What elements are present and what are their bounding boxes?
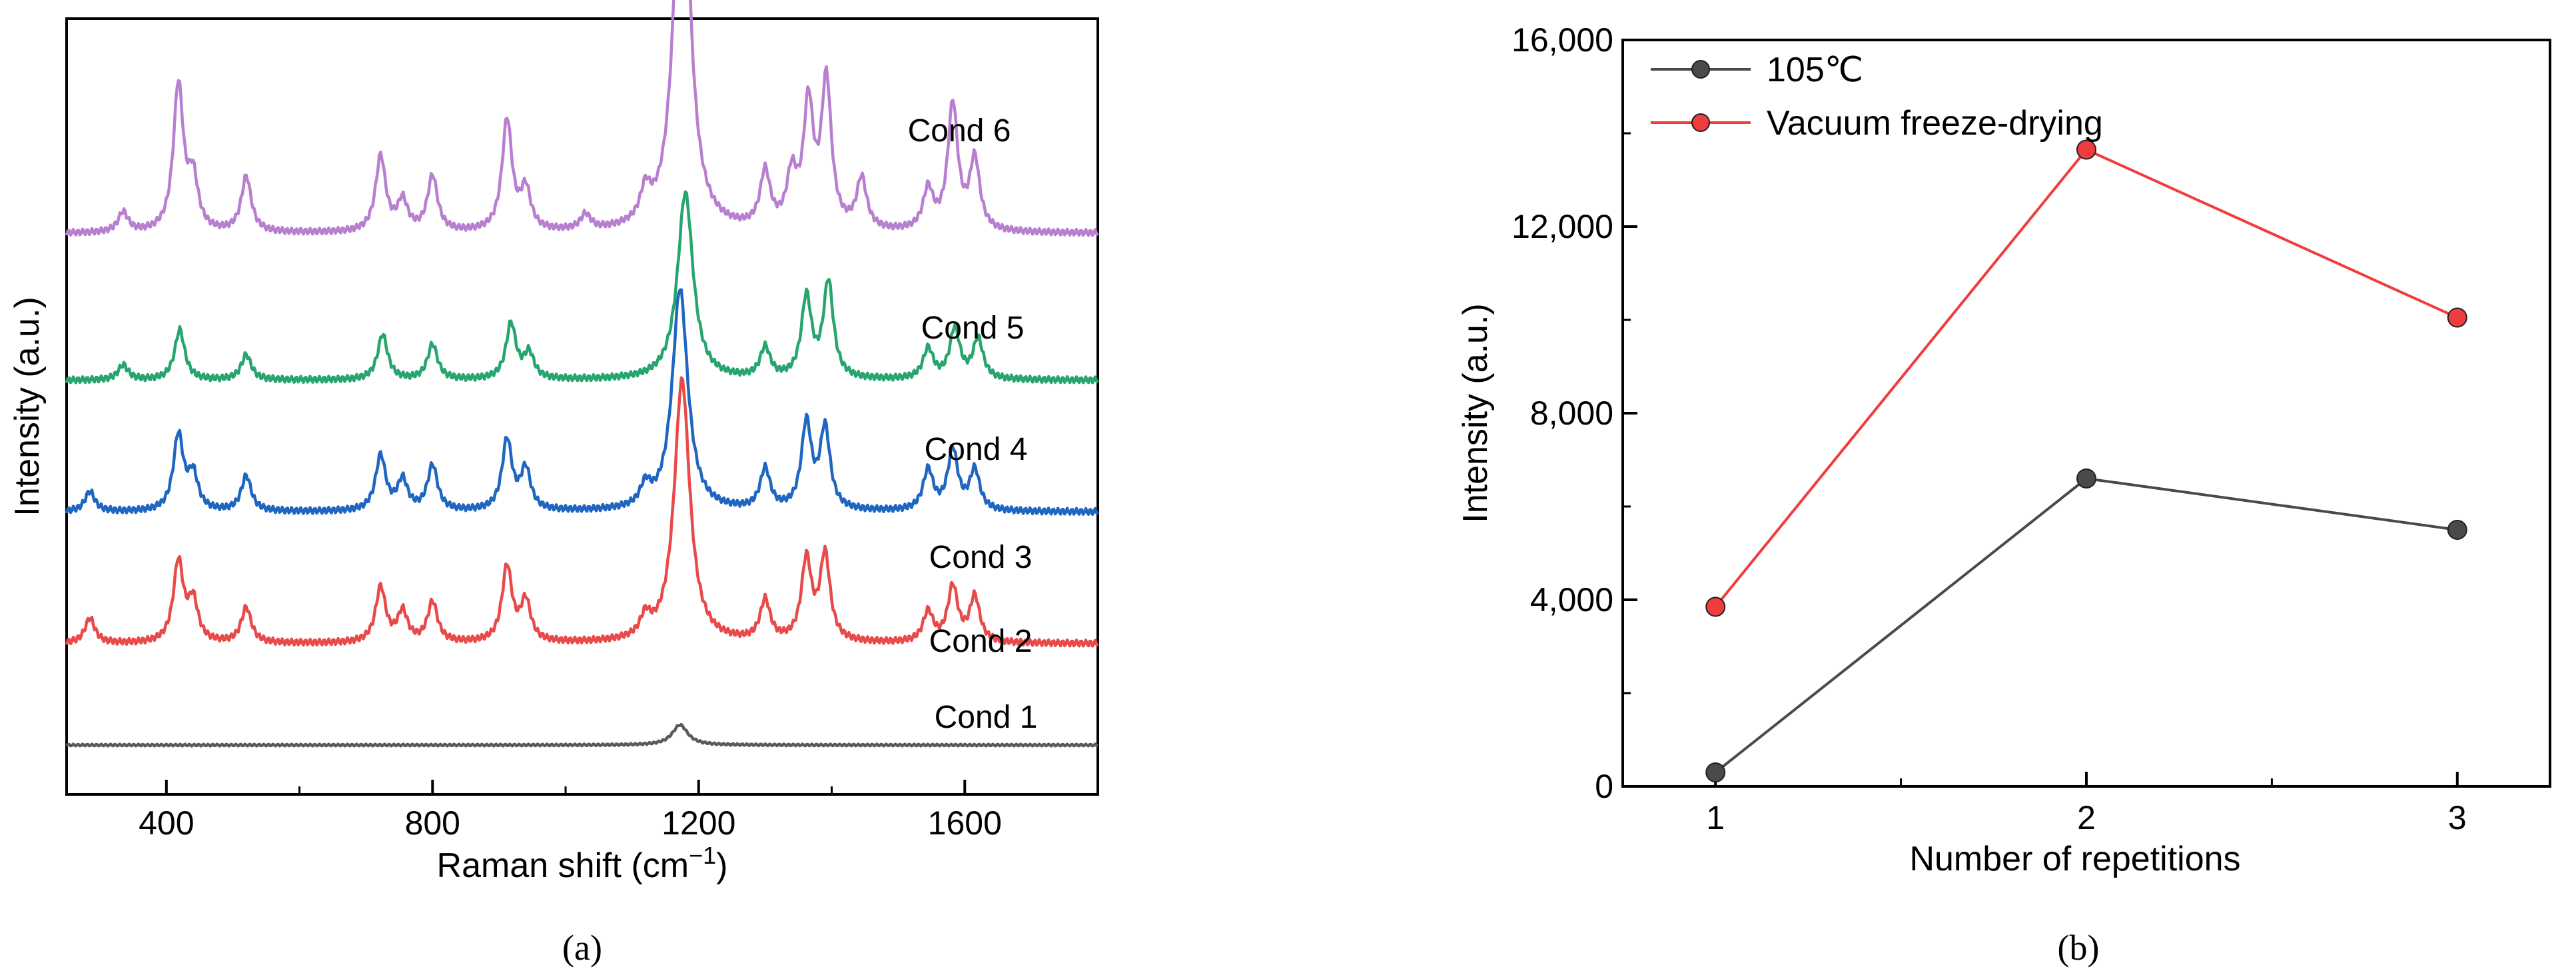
panel-a-x-ticks: 400 800 1200 1600 [139,780,1099,842]
data-point-vacuum-freeze-drying [1705,596,1726,617]
panel-a-x-axis-label-superscript: −1 [689,842,716,869]
panel-a-y-axis-label: Intensity (a.u.) [8,297,47,516]
data-point-105c [1705,762,1726,782]
panel-a-x-tick-label: 1600 [928,804,1002,842]
legend-label-105c: 105℃ [1767,51,1863,89]
spectrum-label-cond-3: Cond 3 [929,540,1033,575]
panel-b-axes: 0 4,000 8,000 12,000 16,000 1 2 3 [1511,21,2467,836]
data-point-vacuum-freeze-drying [2447,307,2467,328]
panel-b-label: (b) [2058,928,2100,968]
panel-a-x-tick-label: 400 [139,804,194,842]
panel-b-y-tick-label: 12,000 [1511,208,1613,245]
spectrum-line-cond-5 [65,0,1099,237]
spectrum-line-cond-1 [65,722,1098,748]
panel-b-y-tick-label: 8,000 [1530,395,1613,432]
legend-swatch-marker-105c [1691,60,1710,79]
legend-label-vacuum-freeze-drying: Vacuum freeze-drying [1767,104,2103,143]
panel-b-series [1705,139,2467,782]
panel-b-x-axis-label: Number of repetitions [1909,840,2240,878]
spectrum-label-cond-4: Cond 4 [925,432,1028,467]
panel-b-x-tick-label: 2 [2077,799,2096,836]
panel-b-x-tick-label: 3 [2448,799,2467,836]
spectrum-label-cond-2: Cond 2 [929,624,1033,659]
panel-a-x-tick-label: 1200 [661,804,735,842]
panel-b-y-axis-label: Intensity (a.u.) [1456,303,1495,522]
panel-b-intensity-vs-repetitions: 0 4,000 8,000 12,000 16,000 1 2 3 105℃ Vacuum fr… [1456,21,2551,968]
panel-a-x-tick-label: 800 [405,804,460,842]
panel-b-legend: 105℃ Vacuum freeze-drying [1651,51,2103,143]
spectrum-label-cond-6: Cond 6 [908,113,1011,149]
spectrum-line-cond-3 [65,288,1099,516]
panel-a-x-axis-label: Raman shift (cm−1) [437,842,728,885]
data-point-105c [2076,469,2096,489]
series-line-vacuum-freeze-drying [1714,148,2458,608]
data-point-vacuum-freeze-drying [2076,139,2096,160]
spectrum-line-cond-4 [65,190,1099,385]
panel-b-x-tick-label: 1 [1706,799,1725,836]
panel-b-y-tick-label: 0 [1595,768,1613,805]
spectrum-label-cond-5: Cond 5 [921,311,1025,346]
series-line-105c [1714,477,2458,774]
panel-a-plot-frame [65,17,1099,796]
spectrum-line-cond-2 [65,376,1099,648]
panel-b-y-tick-label: 4,000 [1530,581,1613,618]
panel-a-spectra [65,0,1099,748]
legend-swatch-marker-vacuum-freeze-drying [1691,113,1710,132]
panel-a-spectrum-labels: Cond 1 Cond 2 Cond 3 Cond 4 Cond 5 Cond 6 [908,113,1038,735]
panel-b-y-tick-label: 16,000 [1511,21,1613,59]
panel-a-label: (a) [562,928,602,968]
spectrum-label-cond-1: Cond 1 [935,700,1038,735]
data-point-105c [2447,520,2467,540]
